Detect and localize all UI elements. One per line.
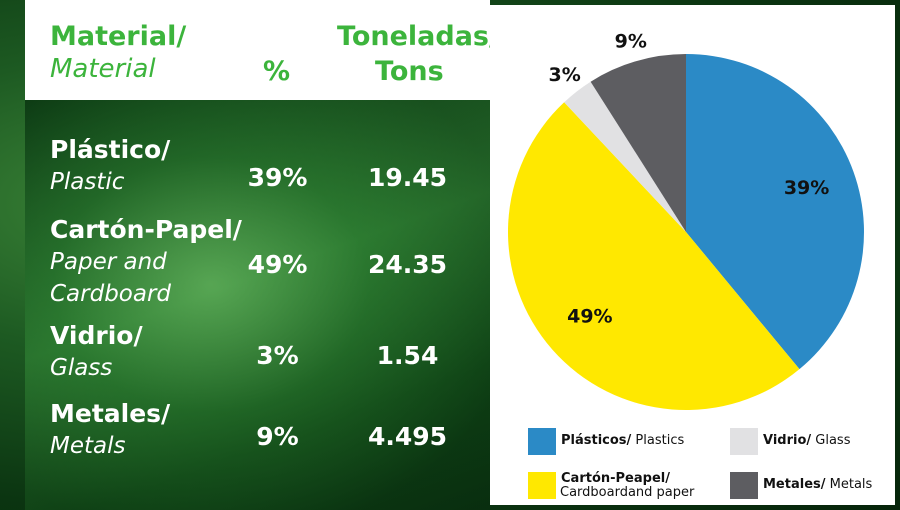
percent-cell: 9%: [230, 421, 325, 453]
material-es: Plástico/: [50, 134, 170, 166]
slice-label: 9%: [615, 30, 647, 52]
percent-cell: 3%: [230, 340, 325, 372]
legend-label: Vidrio/ Glass: [763, 434, 850, 448]
legend-swatch: [730, 428, 758, 455]
legend-label: Cartón-Peapel/Cardboardand paper: [561, 472, 694, 500]
material-es: Vidrio/: [50, 320, 143, 352]
legend-label: Metales/ Metals: [763, 478, 872, 492]
percent-cell: 39%: [230, 162, 325, 194]
infographic: Material/ Material % Toneladas/ Tons 39%…: [0, 0, 900, 510]
tons-cell: 4.495: [355, 421, 460, 453]
percent-cell: 49%: [230, 249, 325, 281]
slice-label: 49%: [567, 305, 612, 327]
material-en: Plastic: [50, 166, 220, 198]
slice-label: 39%: [784, 177, 829, 199]
slice-label: 3%: [549, 64, 581, 86]
legend-swatch: [528, 472, 556, 499]
material-en: Paper and Cardboard: [50, 246, 220, 310]
tons-cell: 24.35: [355, 249, 460, 281]
tons-cell: 19.45: [355, 162, 460, 194]
legend-swatch: [528, 428, 556, 455]
tons-cell: 1.54: [355, 340, 460, 372]
legend-label: Plásticos/ Plastics: [561, 434, 684, 448]
legend-swatch: [730, 472, 758, 499]
material-es: Cartón-Papel/: [50, 214, 242, 246]
material-en: Metals: [50, 430, 220, 462]
material-en: Glass: [50, 352, 220, 384]
material-es: Metales/: [50, 398, 170, 430]
